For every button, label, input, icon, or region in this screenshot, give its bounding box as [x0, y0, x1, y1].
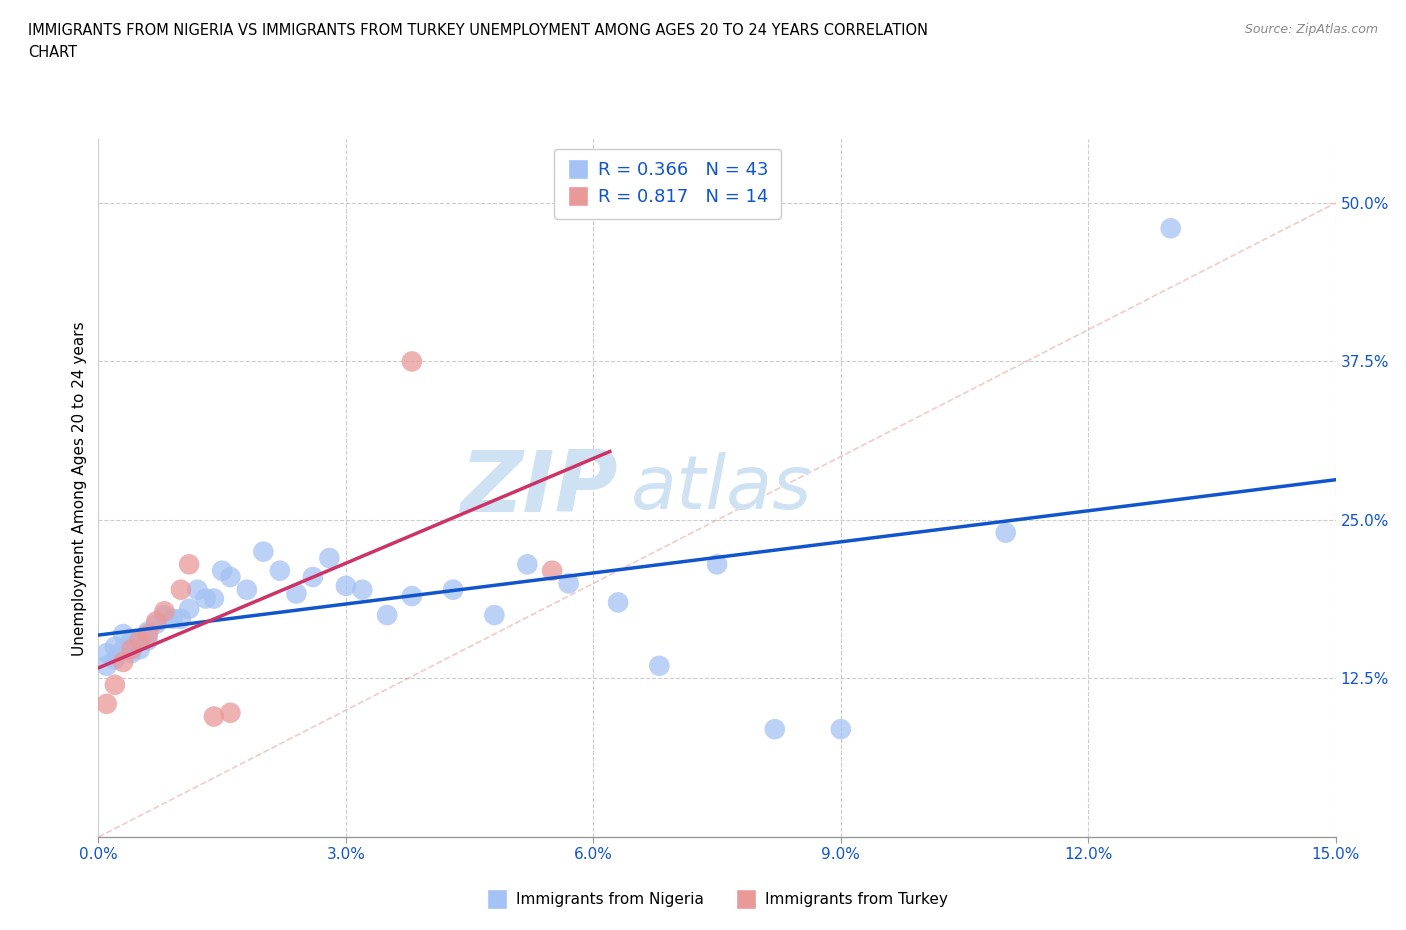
- Point: [401, 354, 423, 369]
- Point: [162, 611, 184, 626]
- Text: Source: ZipAtlas.com: Source: ZipAtlas.com: [1244, 23, 1378, 36]
- Point: [211, 564, 233, 578]
- Point: [607, 595, 630, 610]
- Text: IMMIGRANTS FROM NIGERIA VS IMMIGRANTS FROM TURKEY UNEMPLOYMENT AMONG AGES 20 TO : IMMIGRANTS FROM NIGERIA VS IMMIGRANTS FR…: [28, 23, 928, 38]
- Point: [194, 591, 217, 606]
- Point: [128, 633, 150, 648]
- Point: [401, 589, 423, 604]
- Point: [120, 645, 142, 660]
- Point: [179, 602, 201, 617]
- Point: [557, 576, 579, 591]
- Point: [219, 569, 242, 584]
- Point: [202, 591, 225, 606]
- Point: [145, 617, 167, 631]
- Point: [145, 614, 167, 629]
- Point: [352, 582, 374, 597]
- Point: [484, 607, 506, 622]
- Point: [186, 582, 208, 597]
- Point: [170, 611, 193, 626]
- Point: [179, 557, 201, 572]
- Point: [170, 582, 193, 597]
- Point: [112, 627, 135, 642]
- Text: ZIP: ZIP: [460, 446, 619, 530]
- Point: [335, 578, 357, 593]
- Point: [120, 633, 142, 648]
- Point: [120, 642, 142, 657]
- Point: [104, 652, 127, 667]
- Point: [318, 551, 340, 565]
- Text: CHART: CHART: [28, 45, 77, 60]
- Point: [153, 604, 176, 618]
- Point: [96, 645, 118, 660]
- Point: [706, 557, 728, 572]
- Legend: Immigrants from Nigeria, Immigrants from Turkey: Immigrants from Nigeria, Immigrants from…: [479, 886, 955, 913]
- Point: [994, 525, 1017, 540]
- Point: [104, 639, 127, 654]
- Point: [136, 633, 159, 648]
- Point: [112, 642, 135, 657]
- Point: [541, 564, 564, 578]
- Point: [1160, 220, 1182, 235]
- Point: [202, 709, 225, 724]
- Point: [96, 658, 118, 673]
- Point: [441, 582, 464, 597]
- Point: [830, 722, 852, 737]
- Point: [648, 658, 671, 673]
- Point: [96, 697, 118, 711]
- Point: [252, 544, 274, 559]
- Point: [302, 569, 325, 584]
- Point: [269, 564, 291, 578]
- Point: [516, 557, 538, 572]
- Point: [112, 655, 135, 670]
- Point: [285, 586, 308, 601]
- Point: [104, 677, 127, 692]
- Y-axis label: Unemployment Among Ages 20 to 24 years: Unemployment Among Ages 20 to 24 years: [72, 321, 87, 656]
- Point: [236, 582, 259, 597]
- Point: [153, 607, 176, 622]
- Point: [219, 705, 242, 720]
- Point: [136, 627, 159, 642]
- Point: [136, 624, 159, 639]
- Point: [128, 642, 150, 657]
- Point: [375, 607, 398, 622]
- Text: atlas: atlas: [630, 452, 811, 525]
- Point: [763, 722, 786, 737]
- Point: [128, 633, 150, 648]
